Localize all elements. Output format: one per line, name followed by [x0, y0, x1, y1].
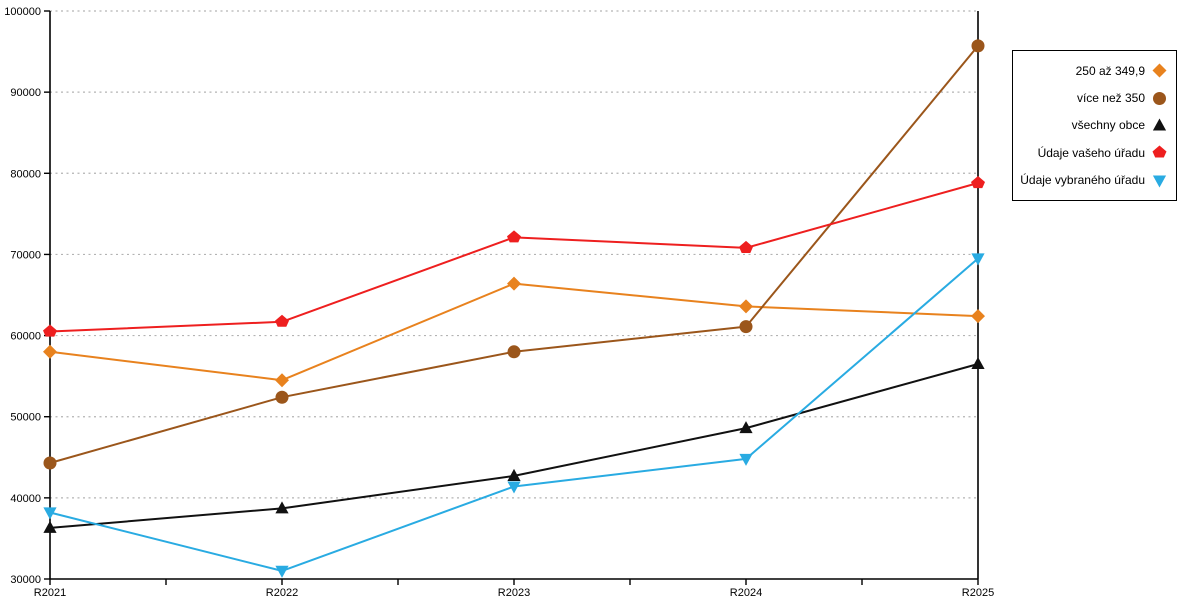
data-point[interactable] [739, 299, 753, 314]
y-axis-label: 50000 [10, 412, 41, 424]
data-point[interactable] [43, 507, 57, 520]
series-2 [43, 357, 985, 533]
y-axis-label: 80000 [10, 168, 41, 180]
legend-item-250-az-349[interactable]: 250 až 349,9 [1019, 63, 1167, 78]
triangle-down-glyph [1152, 175, 1167, 188]
data-point[interactable] [43, 456, 57, 470]
legend-marker-shape [1152, 63, 1167, 78]
legend-label: Údaje vybraného úřadu [1020, 173, 1145, 188]
data-point[interactable] [971, 176, 985, 189]
diamond-glyph [1152, 63, 1167, 78]
y-axis-label: 30000 [10, 574, 41, 586]
legend-marker-shape [1152, 118, 1167, 131]
triangle-up-glyph [1152, 118, 1167, 131]
data-point[interactable] [739, 453, 753, 466]
triangle-down-marker-icon [1152, 173, 1167, 188]
x-axis-label: R2023 [498, 587, 530, 599]
data-point[interactable] [739, 240, 753, 253]
y-axis-label: 60000 [10, 331, 41, 343]
legend-label: více než 350 [1076, 91, 1145, 106]
legend-label: Údaje vašeho úřadu [1037, 145, 1145, 160]
series-line-4 [49, 257, 979, 572]
axes: 30000 40000 50000 60000 70000 80000 90000 10000… [4, 6, 994, 599]
pentagon-glyph [1152, 145, 1167, 158]
circle-marker-icon [1152, 91, 1167, 106]
series-line-2 [49, 363, 979, 529]
series-line-3 [49, 182, 979, 333]
data-point[interactable] [43, 324, 57, 337]
legend-item-udaje-vybraneho-uradu[interactable]: Údaje vybraného úřadu [1019, 173, 1167, 188]
gridlines [50, 10, 978, 499]
data-point[interactable] [971, 357, 985, 369]
legend-label: 250 až 349,9 [1075, 63, 1145, 78]
y-axis-label: 70000 [10, 249, 41, 261]
legend-label: všechny obce [1071, 118, 1145, 133]
x-axis-label: R2025 [962, 587, 994, 599]
data-point[interactable] [507, 345, 521, 359]
legend-marker-shape [1152, 175, 1167, 188]
x-axis-label: R2021 [34, 587, 66, 599]
y-axis-label: 100000 [4, 6, 41, 18]
x-axis-label: R2022 [266, 587, 298, 599]
data-point[interactable] [971, 253, 985, 266]
series-3 [43, 176, 985, 337]
data-point[interactable] [739, 421, 753, 434]
pentagon-marker-icon [1152, 145, 1167, 160]
data-point[interactable] [275, 565, 289, 578]
data-point[interactable] [971, 39, 985, 53]
legend: 250 až 349,9 více než 350 všechny obce Ú… [1012, 50, 1177, 201]
data-point[interactable] [275, 314, 289, 327]
data-point[interactable] [275, 373, 289, 388]
data-point[interactable] [507, 468, 521, 481]
y-axis-label: 90000 [10, 87, 41, 99]
legend-item-vsechny-obce[interactable]: všechny obce [1019, 118, 1167, 133]
data-point[interactable] [43, 344, 57, 359]
legend-marker-shape [1152, 91, 1167, 105]
series-line-0 [49, 282, 979, 382]
data-point[interactable] [43, 520, 57, 533]
series-0 [43, 276, 985, 388]
series-1 [43, 39, 985, 470]
x-axis-label: R2024 [730, 587, 762, 599]
series-4 [43, 253, 985, 578]
data-point[interactable] [275, 501, 289, 514]
data-point[interactable] [739, 320, 753, 334]
legend-item-udaje-vaseho-uradu[interactable]: Údaje vašeho úřadu [1019, 145, 1167, 160]
circle-glyph [1152, 91, 1167, 105]
diamond-marker-icon [1152, 63, 1167, 78]
data-point[interactable] [507, 481, 521, 494]
data-point[interactable] [507, 230, 521, 243]
legend-item-vice-nez-350[interactable]: více než 350 [1019, 91, 1167, 106]
y-axis-label: 40000 [10, 493, 41, 505]
data-point[interactable] [507, 276, 521, 291]
data-point[interactable] [275, 390, 289, 404]
data-point[interactable] [971, 309, 985, 324]
legend-marker-shape [1152, 145, 1167, 158]
triangle-up-marker-icon [1152, 118, 1167, 133]
